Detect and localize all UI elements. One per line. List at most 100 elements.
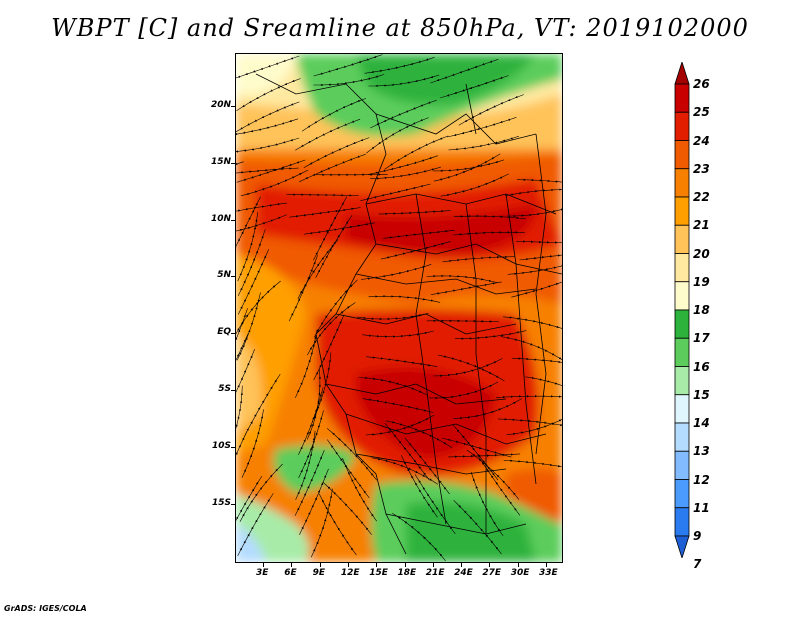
colorbar-swatch <box>674 337 690 367</box>
colorbar-label: 12 <box>693 472 710 487</box>
lon-label: 6E <box>284 568 297 578</box>
streamline <box>236 137 300 153</box>
streamline <box>362 330 434 338</box>
colorbar-label: 19 <box>693 274 710 289</box>
streamline <box>362 398 434 413</box>
streamline <box>496 394 562 399</box>
streamline <box>370 166 441 180</box>
colorbar-swatch <box>674 224 690 254</box>
lon-tick <box>347 563 349 567</box>
streamline <box>236 431 248 491</box>
colorbar-label: 16 <box>693 359 710 374</box>
map-panel <box>235 53 563 563</box>
lon-tick <box>319 563 321 567</box>
lon-label: 15E <box>369 568 388 578</box>
wbpt-shaded-field <box>236 54 562 562</box>
streamline <box>453 214 526 220</box>
streamline <box>240 169 309 197</box>
lon-tick <box>404 563 406 567</box>
streamline <box>507 262 562 276</box>
streamline <box>516 240 562 245</box>
lat-label: EQ <box>217 327 231 338</box>
lat-tick <box>231 106 235 107</box>
lat-label: 5S <box>218 384 231 394</box>
chart-title: WBPT [C] and Sreamline at 850hPa, VT: 20… <box>51 14 749 42</box>
streamline <box>364 57 435 74</box>
colorbar-label: 17 <box>693 331 710 346</box>
streamline <box>502 316 562 331</box>
colorbar-swatch <box>674 196 690 226</box>
colorbar-label: 18 <box>693 303 710 317</box>
streamline <box>525 376 562 396</box>
lat-tick <box>231 162 235 164</box>
colorbar-label: 11 <box>693 500 710 515</box>
streamline <box>519 251 562 261</box>
grads-credit: GrADS: IGES/COLA <box>4 604 87 613</box>
lat-label: 20N <box>210 100 231 110</box>
lat-tick <box>231 390 235 391</box>
streamline <box>286 193 359 197</box>
streamlines <box>236 54 562 562</box>
streamline <box>236 333 249 393</box>
streamline <box>236 308 248 370</box>
streamline <box>383 230 455 239</box>
colorbar-swatch <box>674 168 690 198</box>
streamline <box>414 474 456 535</box>
streamline <box>299 153 366 183</box>
streamline <box>500 336 562 361</box>
colorbar-label: 15 <box>693 387 710 402</box>
lon-label: 21E <box>425 568 445 578</box>
streamline <box>295 118 361 151</box>
colorbar-label: 13 <box>693 444 710 459</box>
lat-tick <box>231 219 235 221</box>
streamline <box>315 173 388 177</box>
streamline <box>440 75 509 99</box>
streamline <box>506 206 562 218</box>
streamline <box>236 348 255 410</box>
streamline <box>454 330 527 340</box>
lon-label: 9E <box>312 568 326 578</box>
streamline <box>447 117 517 138</box>
streamline <box>366 356 438 367</box>
colorbar-swatch <box>674 253 690 283</box>
lon-label: 33E <box>539 568 558 578</box>
lat-label: 15S <box>211 497 231 508</box>
streamline <box>428 381 499 400</box>
colorbar-swatch <box>674 366 690 396</box>
lat-label: 5N <box>217 270 231 281</box>
streamline <box>236 167 299 175</box>
streamline <box>516 178 562 186</box>
lat-label: 15N <box>210 156 231 167</box>
streamline <box>368 74 440 88</box>
colorbar-label: 7 <box>693 557 702 572</box>
streamline <box>392 512 446 562</box>
streamline <box>368 295 441 303</box>
lon-label: 3E <box>256 568 269 578</box>
streamline <box>236 385 244 450</box>
lon-tick <box>461 563 463 567</box>
streamline <box>453 398 522 420</box>
lat-tick <box>231 333 235 335</box>
colorbar-label: 20 <box>693 246 710 261</box>
colorbar-label: 9 <box>693 529 702 543</box>
colorbar <box>674 62 690 558</box>
colorbar-label: 26 <box>693 77 710 91</box>
lon-label: 12E <box>340 568 360 578</box>
streamline <box>318 493 357 556</box>
streamline <box>452 231 525 236</box>
streamline <box>433 358 503 377</box>
streamline <box>430 281 502 295</box>
colorbar-label: 21 <box>693 218 710 233</box>
streamline <box>366 117 429 154</box>
streamline <box>288 254 318 322</box>
colorbar-label: 24 <box>693 133 710 148</box>
colorbar-swatch <box>674 479 690 509</box>
streamline <box>378 209 451 216</box>
streamline <box>361 264 432 280</box>
colorbar-swatch <box>674 394 690 424</box>
lat-tick <box>231 276 235 278</box>
streamline <box>511 357 562 366</box>
streamline <box>440 173 509 197</box>
lon-label: 24E <box>454 568 473 578</box>
lon-tick <box>517 563 519 567</box>
